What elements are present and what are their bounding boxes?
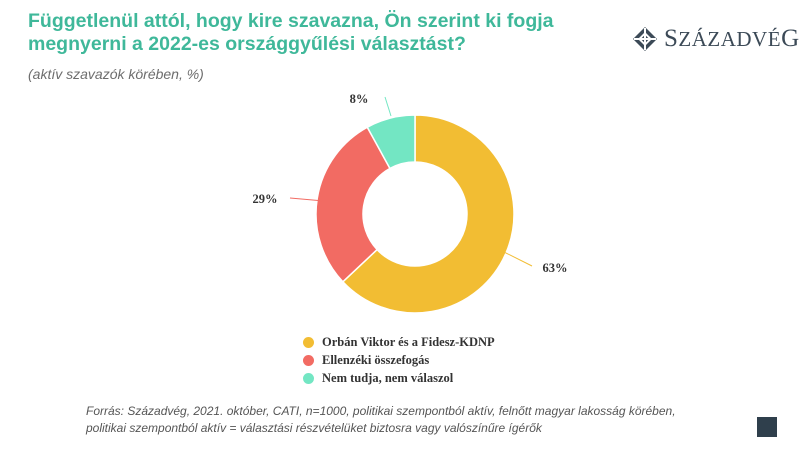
chart-title: Függetlenül attól, hogy kire szavazna, Ö… bbox=[28, 10, 554, 55]
logo-diamond-icon bbox=[633, 27, 657, 51]
donut-slice-ellenzek bbox=[315, 126, 391, 283]
chart-legend: Orbán Viktor és a Fidesz-KDNP Ellenzéki … bbox=[303, 333, 495, 387]
donut-slice-fidesz bbox=[341, 114, 515, 314]
donut-slice-nem-tudja bbox=[366, 114, 416, 170]
data-label-fidesz: 63% bbox=[543, 261, 568, 275]
leader-line-fidesz bbox=[499, 249, 533, 267]
legend-label-ellenzek: Ellenzéki összefogás bbox=[322, 352, 430, 367]
chart-subtitle: (aktív szavazók körében, %) bbox=[28, 66, 204, 82]
legend-item-ellenzek: Ellenzéki összefogás bbox=[303, 351, 495, 369]
logo-wordmark: SZÁZADVÉG bbox=[664, 25, 800, 52]
legend-swatch-nem-tudja bbox=[303, 372, 314, 384]
szazadveg-logo: SZÁZADVÉG bbox=[632, 25, 800, 52]
data-label-ellenzek: 29% bbox=[253, 192, 278, 206]
source-line-1: Forrás: Századvég, 2021. október, CATI, … bbox=[86, 404, 676, 418]
leader-line-ellenzek bbox=[289, 197, 325, 202]
legend-swatch-ellenzek bbox=[303, 354, 314, 366]
legend-label-nem-tudja: Nem tudja, nem válaszol bbox=[322, 370, 454, 385]
legend-label-fidesz: Orbán Viktor és a Fidesz-KDNP bbox=[322, 334, 495, 349]
data-label-nem-tudja: 8% bbox=[350, 92, 369, 106]
leader-line-nem-tudja bbox=[384, 96, 392, 117]
source-note: Forrás: Századvég, 2021. október, CATI, … bbox=[86, 403, 726, 437]
legend-item-nem-tudja: Nem tudja, nem válaszol bbox=[303, 369, 495, 387]
legend-item-fidesz: Orbán Viktor és a Fidesz-KDNP bbox=[303, 333, 495, 351]
source-line-2: politikai szempontból aktív = választási… bbox=[86, 421, 542, 435]
corner-square bbox=[757, 417, 777, 437]
legend-swatch-fidesz bbox=[303, 336, 314, 348]
